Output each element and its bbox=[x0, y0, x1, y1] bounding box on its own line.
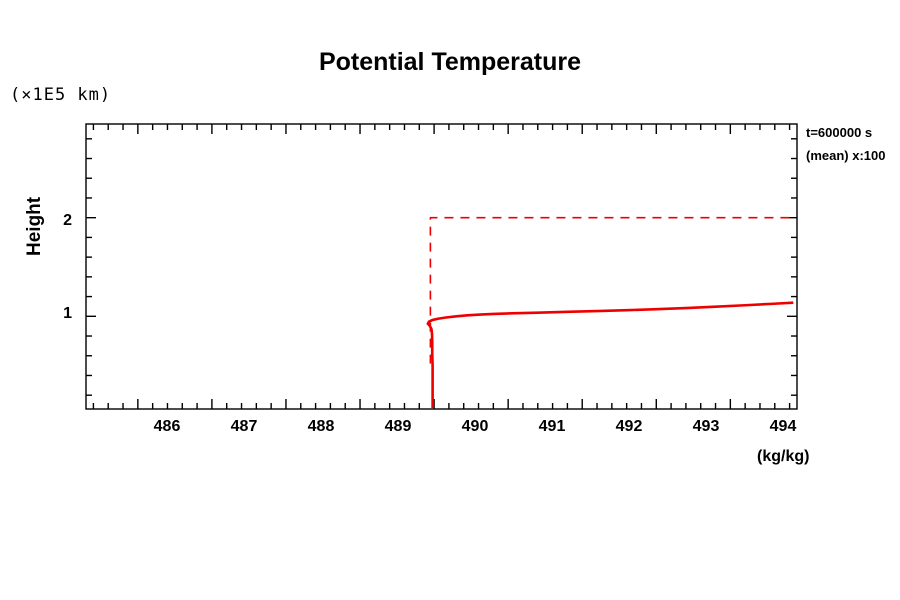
x-tick-label-493: 493 bbox=[692, 418, 720, 435]
annotation-mean: (mean) x:100 bbox=[806, 148, 886, 163]
axis-frame bbox=[85, 123, 798, 410]
series-initial-profile bbox=[429, 216, 794, 364]
data-series bbox=[426, 216, 794, 409]
page-title: Potential Temperature bbox=[318, 48, 582, 76]
y-axis-unit-label: (×1E5 km) bbox=[10, 85, 112, 105]
series-profile bbox=[426, 301, 794, 409]
x-tick-label-492: 492 bbox=[615, 418, 643, 435]
annotation-time: t=600000 s bbox=[806, 125, 873, 140]
x-tick-label-490: 490 bbox=[461, 418, 489, 435]
x-tick-label-487: 487 bbox=[230, 418, 258, 435]
y-tick-label-1: 1 bbox=[63, 305, 72, 322]
x-tick-label-489: 489 bbox=[384, 418, 412, 435]
x-tick-label-491: 491 bbox=[538, 418, 566, 435]
x-axis-unit-label: (kg/kg) bbox=[757, 448, 810, 465]
x-tick-label-488: 488 bbox=[307, 418, 335, 435]
y-tick-label-2: 2 bbox=[63, 212, 72, 229]
x-tick-label-494: 494 bbox=[769, 418, 797, 435]
axis-ticks bbox=[86, 124, 797, 409]
x-tick-label-486: 486 bbox=[153, 418, 181, 435]
